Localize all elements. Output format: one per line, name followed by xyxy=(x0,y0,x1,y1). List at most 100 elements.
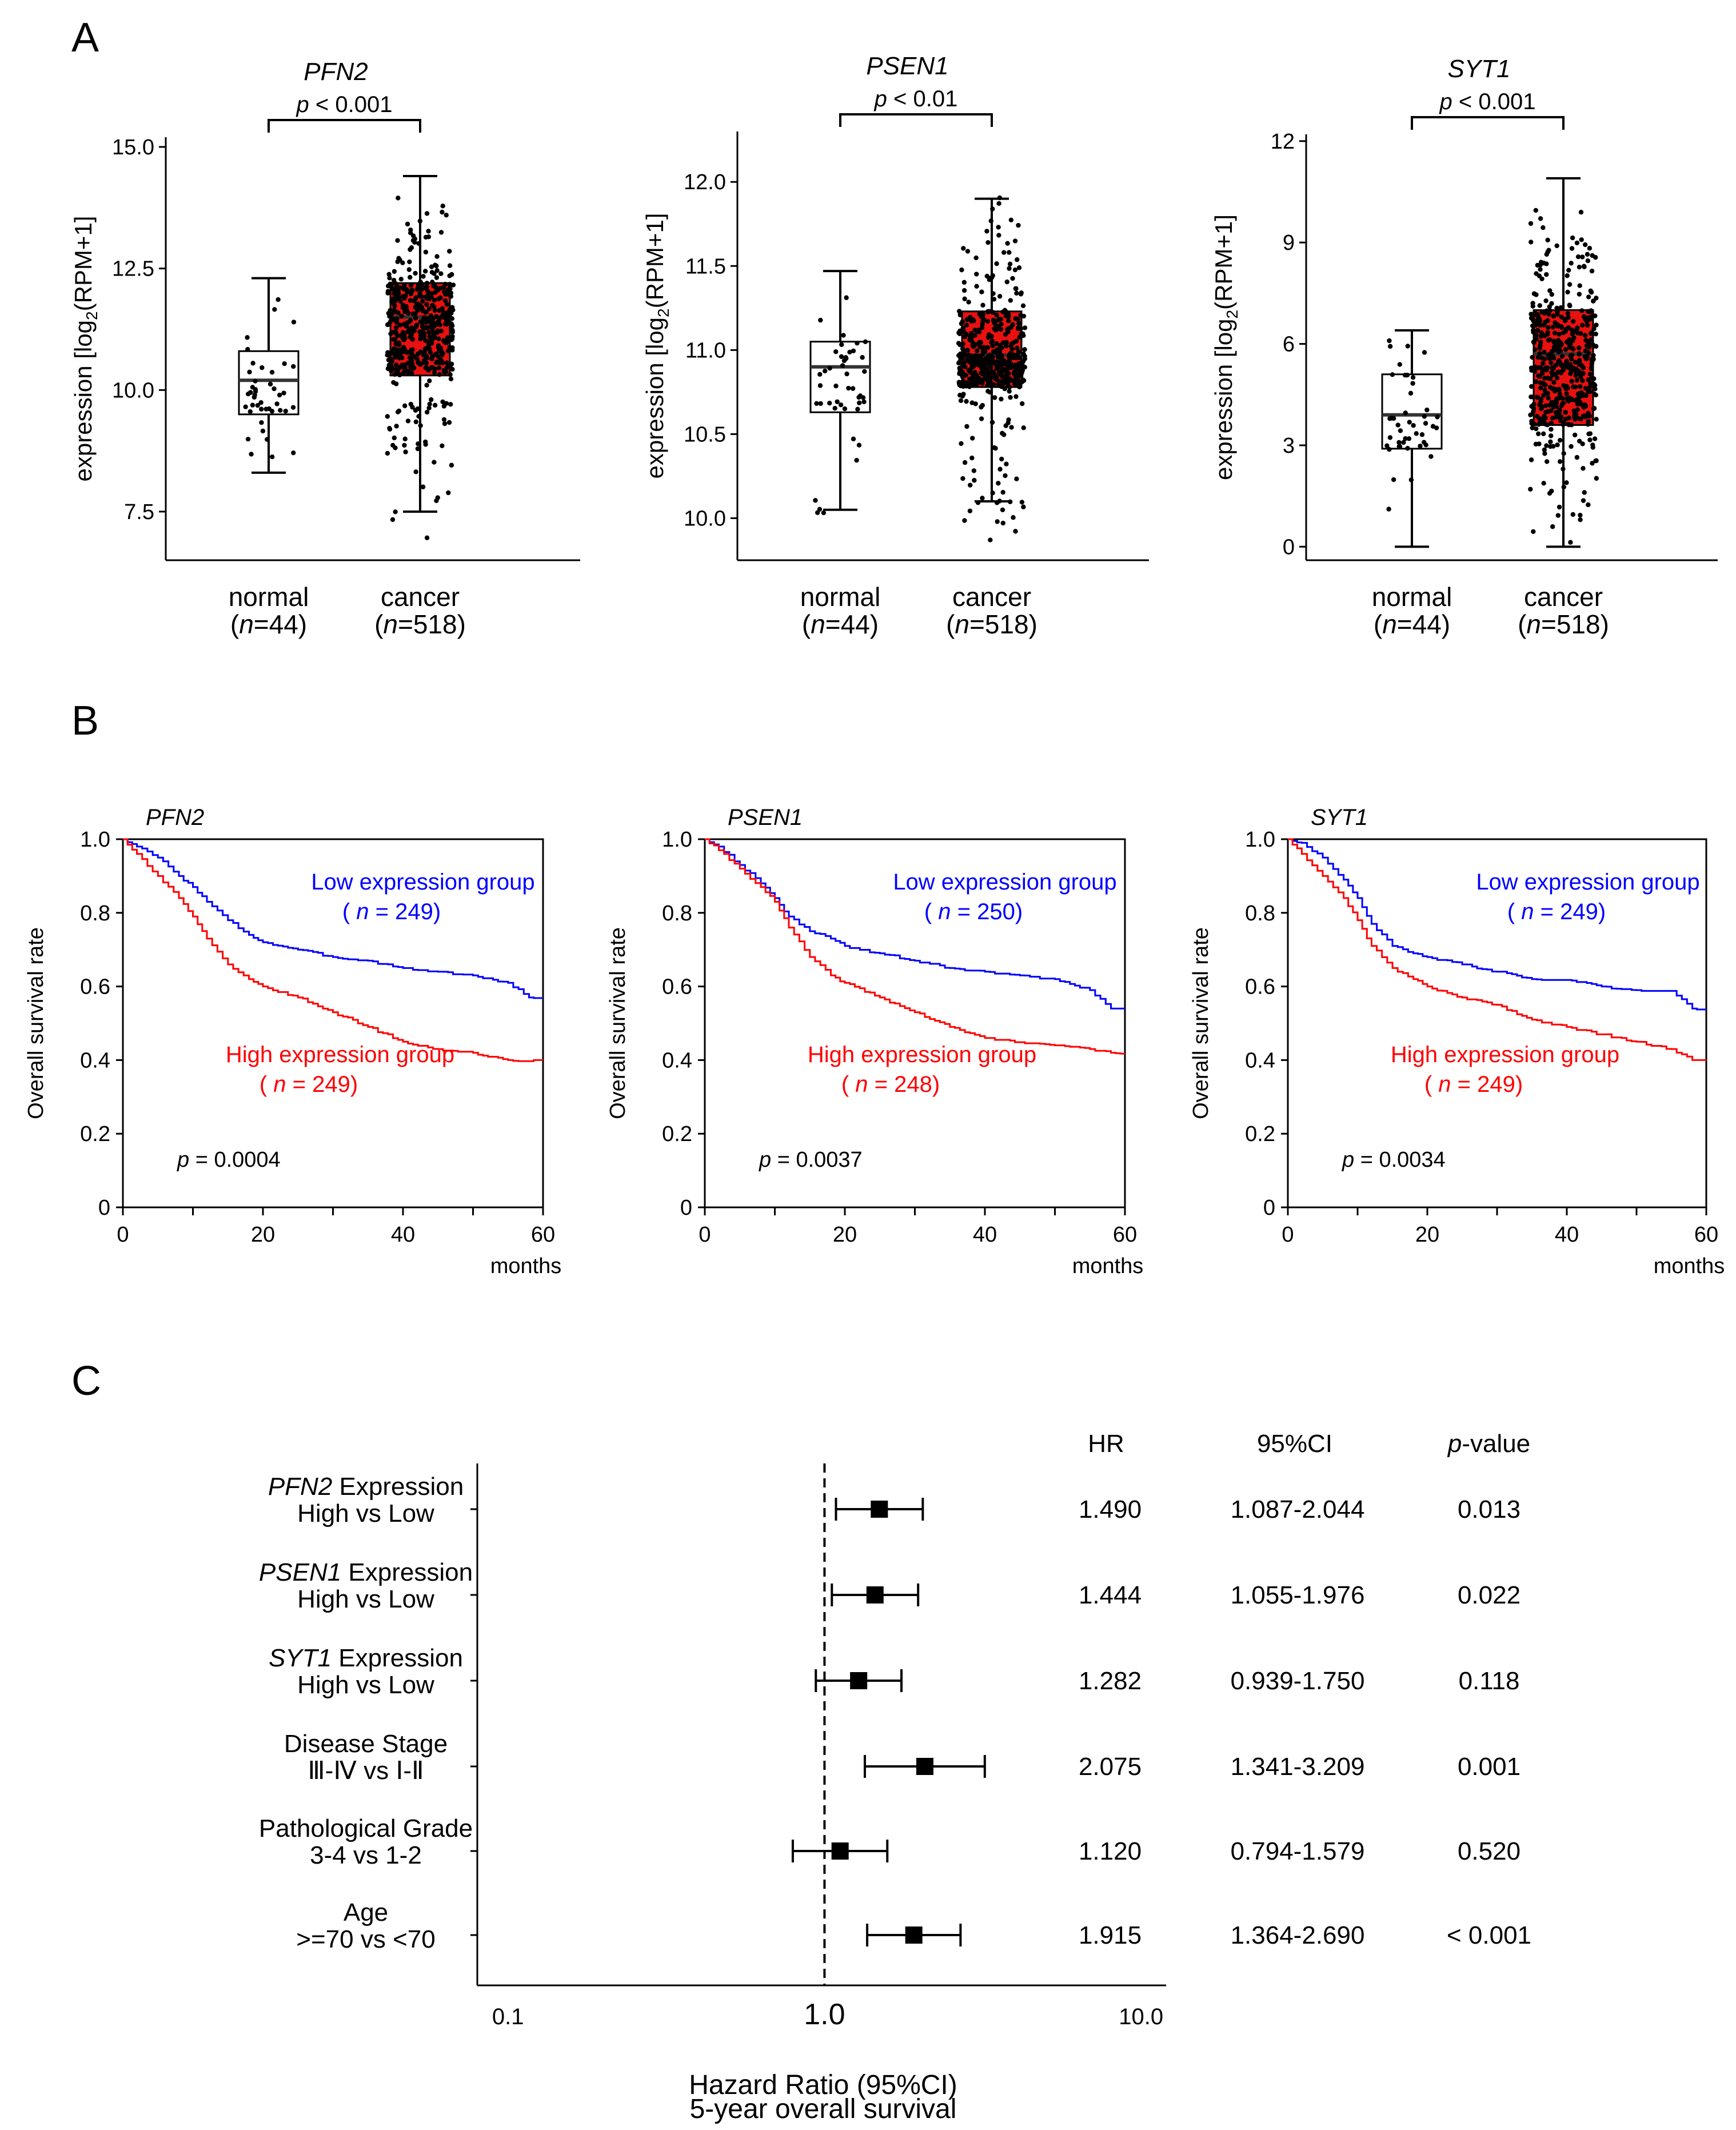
data-point xyxy=(972,333,977,338)
data-point xyxy=(1542,447,1547,453)
data-point xyxy=(975,500,981,505)
data-point xyxy=(1572,432,1578,438)
data-point xyxy=(1016,355,1022,360)
data-point xyxy=(446,420,452,425)
row-label-line2: 3-4 vs 1-2 xyxy=(310,1841,422,1869)
data-point xyxy=(1556,386,1562,392)
hazard-ratio-marker xyxy=(905,1926,923,1944)
data-point xyxy=(395,238,400,243)
data-point xyxy=(1559,354,1565,359)
data-point xyxy=(402,436,408,442)
category-n-label: (n=44) xyxy=(802,609,879,639)
data-point xyxy=(392,303,397,309)
data-point xyxy=(412,236,418,242)
data-point xyxy=(977,344,983,350)
data-point xyxy=(1543,298,1549,304)
log-rank-p-value: p = 0.0037 xyxy=(759,1148,863,1172)
high-expression-curve xyxy=(123,838,543,1062)
data-point xyxy=(415,352,421,357)
data-point xyxy=(1553,362,1558,368)
data-point xyxy=(1556,349,1561,354)
data-point xyxy=(424,535,430,541)
y-tick-label: 0 xyxy=(1263,1196,1275,1220)
data-point xyxy=(416,414,421,419)
data-point xyxy=(1577,283,1582,288)
data-point xyxy=(442,298,448,304)
data-point xyxy=(966,368,972,373)
data-point xyxy=(387,426,393,432)
high-group-label: High expression group xyxy=(1391,1042,1619,1067)
x-axis-label-line1: Hazard Ratio (95%CI) xyxy=(689,2070,957,2100)
data-point xyxy=(441,404,447,409)
data-point xyxy=(1008,298,1013,303)
data-point xyxy=(388,361,393,366)
data-point xyxy=(1000,340,1006,345)
data-point xyxy=(1575,330,1581,336)
data-point xyxy=(988,365,993,370)
y-tick-label: 0.4 xyxy=(662,1048,692,1072)
data-point xyxy=(446,362,451,367)
data-point xyxy=(248,390,253,395)
data-point xyxy=(449,321,454,326)
data-point xyxy=(1532,369,1538,374)
data-point xyxy=(425,338,430,344)
data-point xyxy=(434,330,440,336)
data-point xyxy=(423,442,428,447)
data-point xyxy=(1563,361,1569,366)
data-point xyxy=(399,313,404,319)
data-point xyxy=(400,330,406,335)
data-point xyxy=(444,213,449,218)
data-point xyxy=(449,328,454,333)
data-point xyxy=(245,335,250,340)
high-group-n: ( n = 249) xyxy=(260,1072,358,1097)
data-point xyxy=(1570,318,1576,324)
data-point xyxy=(987,276,993,281)
data-point xyxy=(1551,444,1556,449)
data-point xyxy=(1536,431,1541,437)
data-point xyxy=(424,382,429,388)
data-point xyxy=(1405,344,1410,349)
data-point xyxy=(1009,425,1014,430)
y-tick-label: 1.0 xyxy=(662,828,692,852)
significance-bracket xyxy=(839,113,993,127)
data-point xyxy=(391,380,396,385)
data-point xyxy=(1581,413,1587,418)
data-point xyxy=(1563,409,1568,415)
data-point xyxy=(1016,265,1022,270)
data-point xyxy=(972,328,977,333)
data-point xyxy=(441,285,446,290)
y-tick-label: 1.0 xyxy=(80,828,110,852)
data-point xyxy=(1593,255,1598,260)
data-point xyxy=(448,372,453,377)
data-point xyxy=(1386,506,1391,512)
data-point xyxy=(1428,454,1434,459)
data-point xyxy=(390,517,396,522)
data-point xyxy=(1567,337,1572,342)
data-point xyxy=(991,317,996,323)
data-point xyxy=(980,310,985,316)
data-point xyxy=(1569,378,1574,384)
significance-p-value: p < 0.01 xyxy=(874,86,958,111)
data-point xyxy=(1557,459,1563,464)
data-points xyxy=(956,195,1028,543)
data-point xyxy=(446,316,452,321)
data-point xyxy=(1550,365,1555,370)
data-point xyxy=(997,466,1003,472)
data-point xyxy=(1593,332,1598,337)
data-point xyxy=(1575,325,1580,330)
data-point xyxy=(1586,389,1591,394)
data-point xyxy=(1591,357,1596,362)
low-group-label: Low expression group xyxy=(311,869,534,895)
y-tick-label: 11.0 xyxy=(685,338,726,362)
ci-value: 1.341-3.209 xyxy=(1231,1753,1365,1781)
data-point xyxy=(449,462,454,468)
data-point xyxy=(994,500,1000,505)
data-point xyxy=(413,324,419,329)
data-point xyxy=(973,255,979,261)
data-point xyxy=(833,349,839,354)
low-group-n: ( n = 250) xyxy=(924,899,1023,924)
data-point xyxy=(1539,370,1545,376)
y-tick-label: 0.2 xyxy=(1245,1122,1275,1146)
data-point xyxy=(258,400,264,405)
